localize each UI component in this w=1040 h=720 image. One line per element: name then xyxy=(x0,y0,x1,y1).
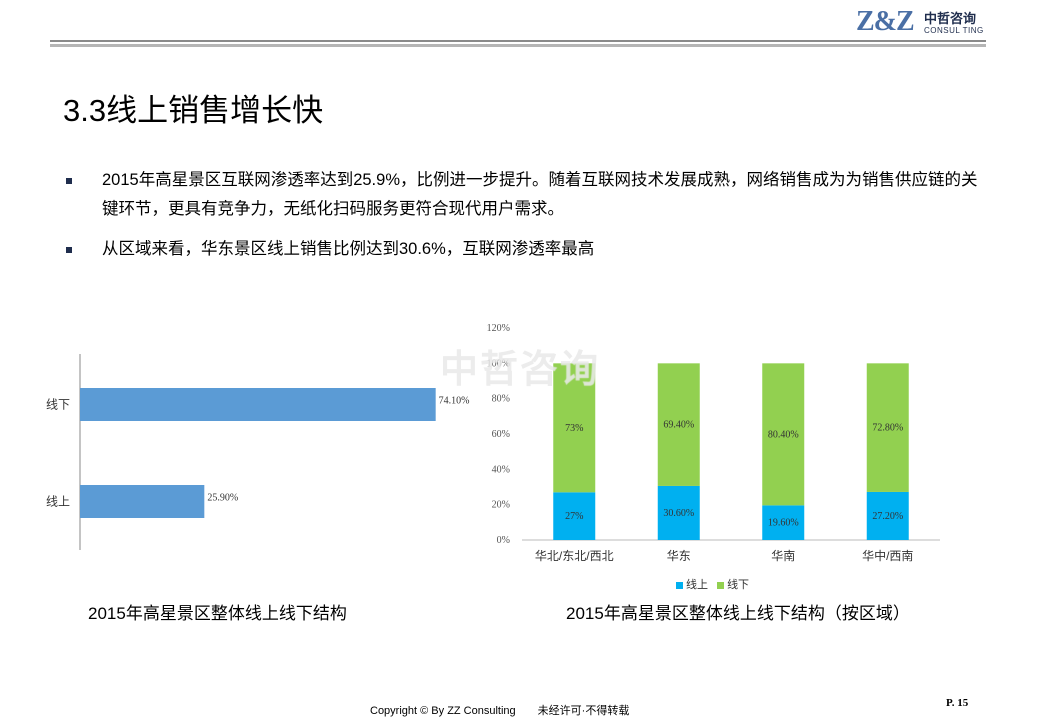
chart1-bar xyxy=(80,485,204,518)
legend-label-online: 线上 xyxy=(686,579,708,591)
bullet-list: 2015年高星景区互联网渗透率达到25.9%，比例进一步提升。随着互联网技术发展… xyxy=(66,166,986,275)
bullet-text: 从区域来看，华东景区线上销售比例达到30.6%，互联网渗透率最高 xyxy=(102,240,594,258)
logo-english-name: CONSUL TING xyxy=(924,26,984,35)
bullet-square-icon xyxy=(66,178,72,184)
page-number: P. 15 xyxy=(946,697,968,709)
bullet-item: 从区域来看，华东景区线上销售比例达到30.6%，互联网渗透率最高 xyxy=(66,235,986,264)
chart2-label-offline: 72.80% xyxy=(872,423,903,434)
bullet-text: 2015年高星景区互联网渗透率达到25.9%，比例进一步提升。随着互联网技术发展… xyxy=(102,171,978,218)
chart1-bar xyxy=(80,388,436,421)
legend-swatch-online xyxy=(676,582,683,589)
bullet-square-icon xyxy=(66,247,72,253)
footer-copyright: Copyright © By ZZ Consulting 未经许可·不得转载 xyxy=(370,702,629,718)
header-rule-bottom xyxy=(50,44,986,47)
chart1-category-label: 线上 xyxy=(46,495,70,509)
legend-item-offline: 线下 xyxy=(717,579,749,591)
slide-title: 3.3线上销售增长快 xyxy=(63,85,323,130)
chart1-value-label: 74.10% xyxy=(439,396,470,407)
header-rule-top xyxy=(50,40,986,42)
chart2-y-tick: 0% xyxy=(497,535,510,546)
copyright-text: Copyright © By ZZ Consulting xyxy=(370,705,516,717)
overall-online-offline-chart: 线下 74.10% 线上 25.90% xyxy=(20,340,480,560)
chart1-value-label: 25.90% xyxy=(207,493,238,504)
chart2-category-label: 华中/西南 xyxy=(862,548,913,563)
legend-label-offline: 线下 xyxy=(727,579,749,591)
company-logo: Z&Z 中哲咨询 CONSUL TING xyxy=(856,6,996,40)
chart2-category-label: 华南 xyxy=(771,548,795,563)
chart2-label-online: 19.60% xyxy=(768,518,799,529)
chart2-label-online: 30.60% xyxy=(663,508,694,519)
chart2-y-tick: 40% xyxy=(492,464,510,475)
logo-chinese-name: 中哲咨询 xyxy=(924,8,976,27)
chart2-caption: 2015年高星景区整体线上线下结构（按区域） xyxy=(566,599,910,624)
chart2-category-label: 华北/东北/西北 xyxy=(535,549,614,563)
logo-mark: Z&Z xyxy=(856,6,914,38)
chart2-label-offline: 80.40% xyxy=(768,429,799,440)
chart2-label-offline: 73% xyxy=(565,423,583,434)
chart1-caption: 2015年高星景区整体线上线下结构 xyxy=(88,599,347,624)
chart2-label-online: 27% xyxy=(565,511,583,522)
chart2-y-tick: 20% xyxy=(492,500,510,511)
legend-item-online: 线上 xyxy=(676,579,711,591)
chart2-y-tick: 80% xyxy=(492,394,510,405)
bullet-item: 2015年高星景区互联网渗透率达到25.9%，比例进一步提升。随着互联网技术发展… xyxy=(66,166,986,224)
chart2-y-tick: 60% xyxy=(492,429,510,440)
chart2-y-tick: 120% xyxy=(487,323,510,334)
legend-swatch-offline xyxy=(717,582,724,589)
chart2-label-online: 27.20% xyxy=(872,511,903,522)
chart1-category-label: 线下 xyxy=(46,398,70,412)
chart-legend: 线上 线下 xyxy=(676,576,755,592)
chart2-label-offline: 69.40% xyxy=(663,420,694,431)
copyright-notice: 未经许可·不得转载 xyxy=(538,705,630,717)
watermark: 中哲咨询 xyxy=(440,338,600,393)
chart2-category-label: 华东 xyxy=(667,549,691,563)
